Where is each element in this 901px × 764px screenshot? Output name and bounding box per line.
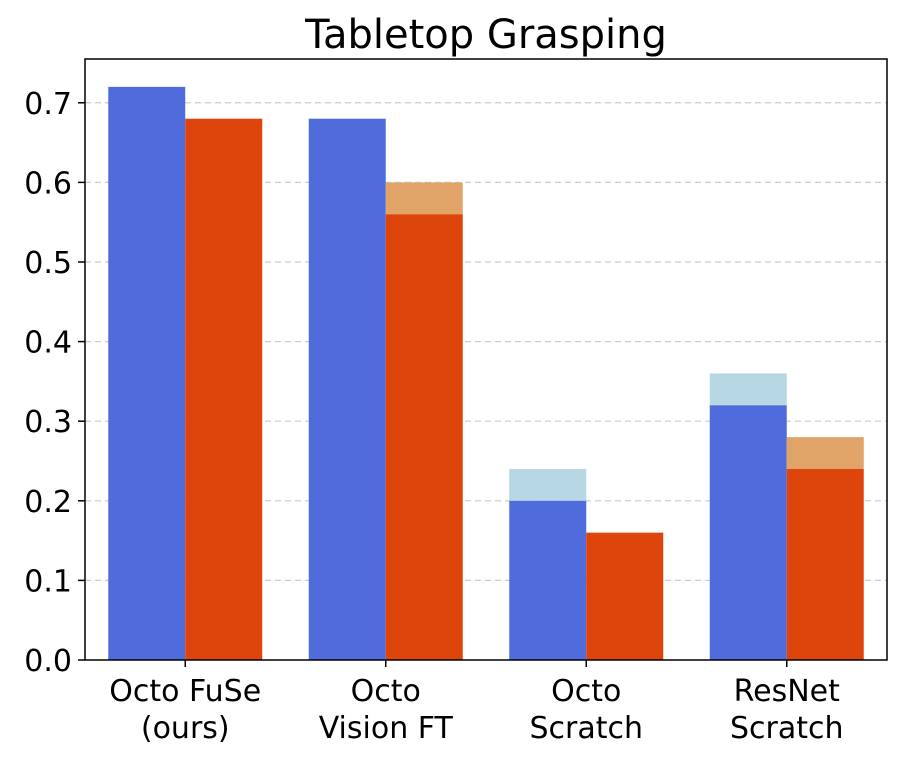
x-tick-label: Octo <box>551 674 621 709</box>
bar-1-0 <box>308 118 386 661</box>
bar-2-1 <box>586 532 664 660</box>
x-tick-label: Octo FuSe <box>109 674 261 709</box>
bar-3-0 <box>709 405 787 660</box>
x-tick-label: Scratch <box>529 711 643 746</box>
bar-upper-3-0 <box>709 373 787 406</box>
bar-0-0 <box>108 86 186 661</box>
y-tick-label: 0.5 <box>24 246 72 281</box>
y-tick-label: 0.2 <box>24 485 72 520</box>
x-tick-label: Octo <box>351 674 421 709</box>
y-tick-label: 0.6 <box>24 166 72 201</box>
y-tick-label: 0.1 <box>24 564 72 599</box>
bar-3-1 <box>786 468 864 660</box>
x-tick-label: Scratch <box>730 711 844 746</box>
y-axis: 0.0 0.1 0.2 0.3 0.4 0.5 0.6 0.7 <box>24 87 85 679</box>
y-tick-label: 0.7 <box>24 87 72 122</box>
bar-upper-2-0 <box>509 468 587 501</box>
bar-2-0 <box>509 500 587 660</box>
y-tick-label: 0.3 <box>24 405 72 440</box>
bar-upper-1-1 <box>385 182 463 215</box>
x-tick-label: Vision FT <box>319 711 454 746</box>
y-tick-label: 0.4 <box>24 326 72 361</box>
x-tick-label: (ours) <box>141 711 230 746</box>
bar-1-1 <box>385 214 463 660</box>
chart-title: Tabletop Grasping <box>304 12 667 58</box>
y-tick-label: 0.0 <box>24 644 72 679</box>
bar-upper-3-1 <box>786 437 864 469</box>
bar-0-1 <box>185 118 263 661</box>
plot-area-frame <box>84 58 888 661</box>
bars <box>108 86 864 661</box>
x-tick-label: ResNet <box>734 674 840 709</box>
